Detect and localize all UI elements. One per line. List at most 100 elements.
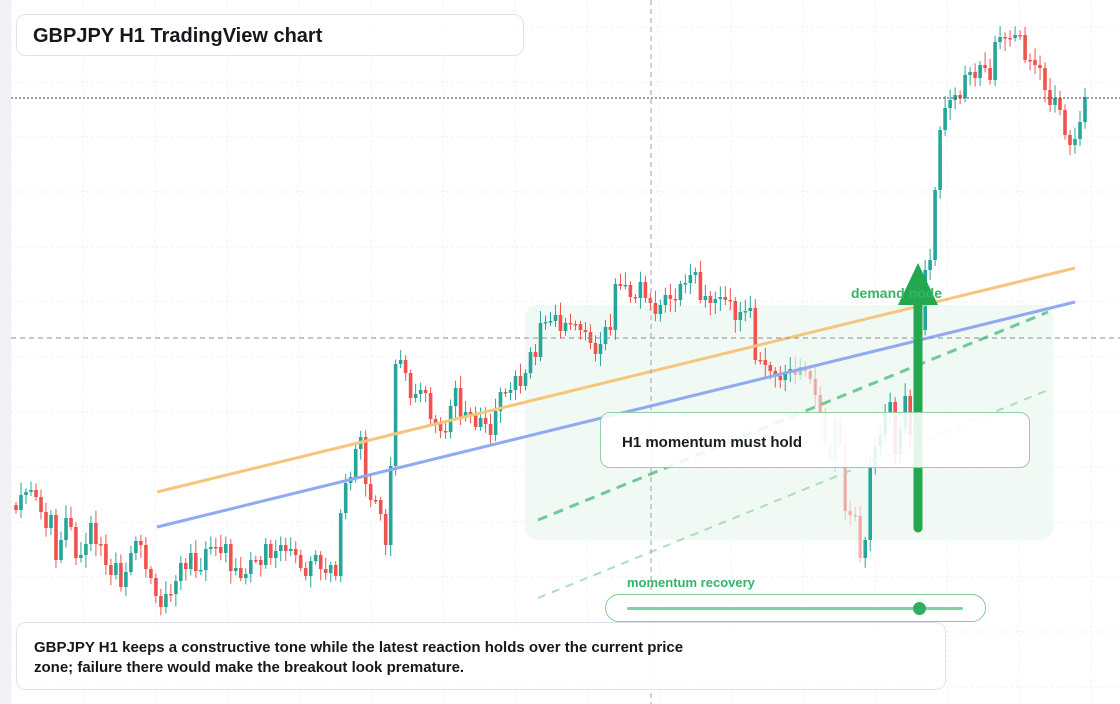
candle-up — [199, 570, 203, 572]
candle-down — [1018, 35, 1022, 37]
candle-down — [593, 343, 598, 354]
momentum-arrow-head — [898, 263, 938, 305]
chart-title: GBPJPY H1 TradingView chart — [33, 25, 323, 47]
candle-down — [608, 327, 613, 330]
candle-down — [54, 515, 58, 560]
candle-down — [254, 560, 258, 562]
slider-knob[interactable] — [913, 602, 927, 615]
candle-up — [798, 367, 803, 375]
candle-down — [1003, 37, 1007, 39]
candle-down — [643, 282, 648, 298]
candle-down — [368, 484, 373, 500]
candle-up — [249, 560, 253, 574]
candle-down — [44, 512, 48, 528]
candle-up — [64, 518, 68, 540]
candle-down — [438, 424, 443, 431]
candle-up — [164, 594, 168, 607]
candle-up — [413, 394, 418, 398]
candle-down — [269, 544, 273, 558]
candle-up — [523, 373, 528, 386]
candle-up — [313, 555, 318, 561]
candle-down — [74, 527, 78, 558]
candle-up — [993, 42, 997, 80]
candle-up — [398, 360, 403, 364]
candle-down — [468, 412, 473, 415]
candle-up — [338, 513, 343, 576]
candle-up — [538, 323, 543, 357]
candle-up — [189, 553, 193, 569]
candle-up — [59, 540, 63, 560]
candle-up — [783, 373, 788, 380]
candle-down — [618, 284, 623, 286]
candle-down — [488, 424, 493, 435]
candle-down — [1033, 60, 1037, 65]
candle-down — [383, 514, 388, 545]
candle-up — [928, 260, 932, 270]
slider-track — [627, 607, 963, 610]
candle-down — [698, 272, 703, 300]
candle-down — [1058, 98, 1062, 110]
candle-up — [343, 483, 348, 513]
candle-down — [154, 578, 158, 596]
candle-down — [673, 299, 678, 301]
candle-down — [648, 298, 653, 303]
candle-up — [693, 272, 698, 275]
candle-up — [563, 323, 568, 331]
candle-down — [169, 594, 173, 596]
candle-down — [333, 565, 338, 576]
title-card: GBPJPY H1 TradingView chart — [16, 14, 524, 56]
candle-up — [498, 392, 503, 411]
candle-down — [723, 297, 728, 300]
candle-up — [114, 563, 118, 575]
candle-up — [603, 327, 608, 344]
candle-up — [868, 467, 872, 540]
candle-down — [318, 555, 323, 569]
candle-down — [259, 560, 263, 565]
candle-up — [418, 390, 423, 394]
candle-down — [423, 390, 428, 393]
candle-up — [658, 305, 663, 314]
candle-up — [353, 449, 358, 477]
candle-up — [513, 376, 518, 390]
momentum-slider[interactable] — [605, 594, 986, 622]
candle-up — [393, 364, 398, 466]
candle-up — [613, 284, 618, 330]
candle-up — [129, 553, 133, 572]
candle-up — [948, 100, 952, 108]
candle-up — [49, 515, 53, 528]
candle-up — [863, 540, 867, 558]
candle-up — [328, 565, 333, 573]
candle-down — [433, 419, 438, 424]
candle-down — [69, 518, 73, 527]
candle-down — [758, 360, 763, 362]
candle-up — [308, 561, 313, 576]
candle-down — [104, 544, 108, 565]
candle-down — [778, 376, 783, 380]
candle-up — [224, 544, 228, 553]
candle-up — [663, 295, 668, 305]
candle-up — [274, 551, 278, 558]
candle-down — [808, 371, 813, 379]
candle-up — [264, 544, 268, 565]
candle-up — [79, 555, 83, 558]
candle-down — [1048, 90, 1052, 105]
candle-up — [968, 72, 972, 75]
candle-down — [219, 547, 223, 553]
candle-down — [653, 303, 658, 314]
candle-up — [1073, 139, 1077, 145]
candle-down — [144, 545, 148, 569]
candle-up — [24, 492, 28, 495]
candle-up — [478, 418, 483, 427]
candle-down — [573, 324, 578, 326]
candle-down — [373, 500, 378, 502]
candle-up — [688, 275, 693, 283]
candle-down — [568, 323, 573, 325]
candle-up — [963, 75, 967, 98]
candle-down — [763, 360, 768, 365]
candle-up — [703, 296, 708, 300]
candle-up — [888, 402, 892, 412]
candle-down — [973, 72, 977, 78]
candle-up — [1053, 98, 1057, 105]
candle-up — [543, 322, 548, 324]
candle-up — [718, 297, 723, 299]
